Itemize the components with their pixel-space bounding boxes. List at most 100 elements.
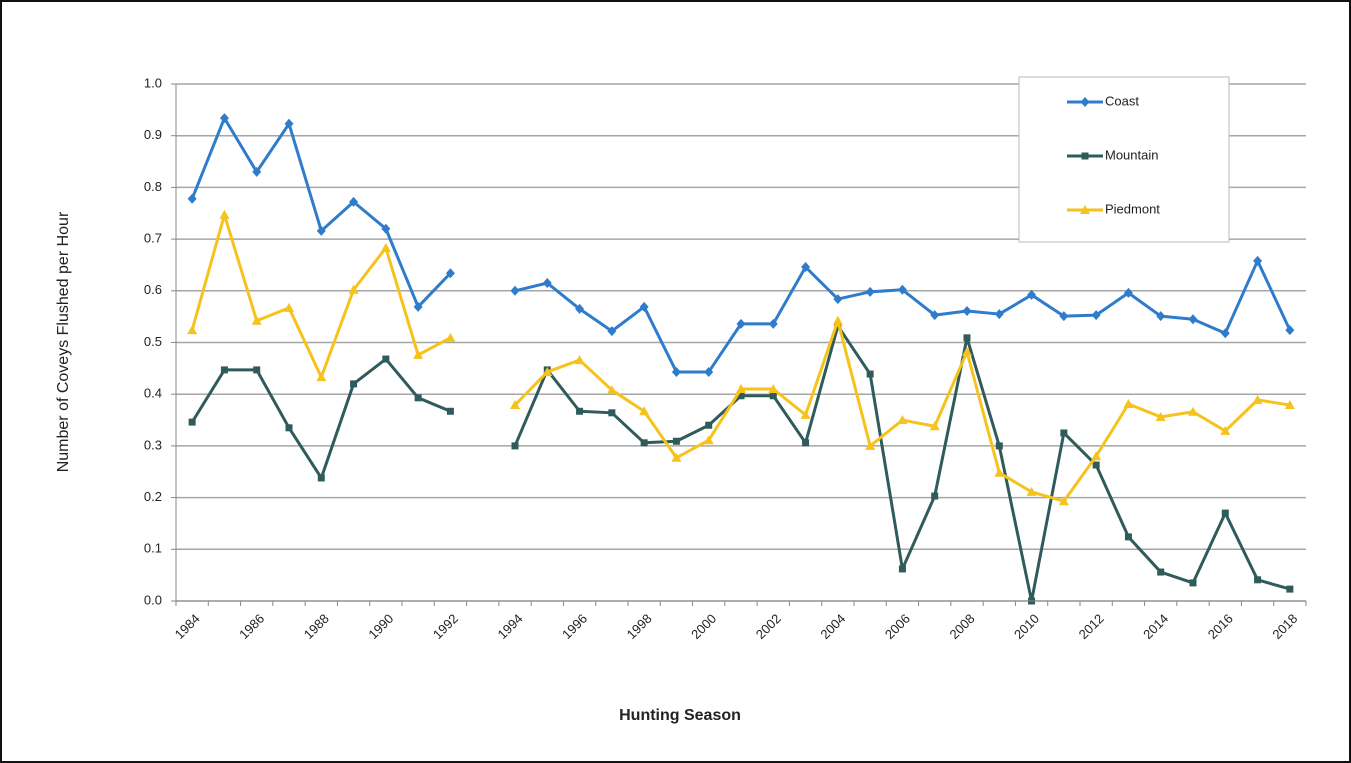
point bbox=[414, 394, 422, 402]
point bbox=[736, 384, 746, 394]
point bbox=[188, 418, 196, 426]
point bbox=[703, 435, 714, 445]
point bbox=[1123, 287, 1133, 298]
point bbox=[575, 303, 585, 314]
point bbox=[930, 310, 940, 321]
point bbox=[1092, 461, 1100, 469]
point bbox=[1156, 311, 1166, 322]
point bbox=[639, 406, 650, 416]
point bbox=[285, 424, 293, 432]
point bbox=[1157, 568, 1165, 576]
point bbox=[511, 442, 519, 450]
point bbox=[1123, 399, 1134, 409]
point bbox=[316, 225, 326, 236]
point bbox=[898, 565, 906, 573]
point bbox=[704, 366, 714, 377]
point bbox=[1286, 585, 1294, 593]
point bbox=[1058, 496, 1069, 506]
point bbox=[1188, 314, 1198, 325]
point bbox=[865, 286, 875, 297]
point bbox=[253, 366, 261, 374]
point bbox=[1080, 205, 1090, 214]
point bbox=[574, 355, 585, 365]
point bbox=[1081, 152, 1089, 160]
point bbox=[413, 349, 424, 359]
y-tick-label: 0.0 bbox=[144, 592, 162, 607]
point bbox=[316, 372, 327, 382]
point bbox=[252, 166, 262, 177]
point bbox=[671, 366, 681, 377]
point bbox=[1026, 486, 1037, 496]
point bbox=[769, 392, 777, 400]
point bbox=[381, 223, 391, 234]
point bbox=[220, 366, 228, 374]
point bbox=[251, 315, 262, 325]
point bbox=[1252, 394, 1263, 404]
point bbox=[833, 294, 843, 305]
point bbox=[350, 380, 358, 388]
y-tick-label: 0.4 bbox=[144, 386, 162, 401]
point bbox=[284, 118, 294, 129]
point bbox=[576, 407, 584, 415]
point bbox=[445, 268, 455, 279]
legend-box bbox=[1018, 76, 1230, 243]
point bbox=[994, 309, 1004, 320]
point bbox=[866, 370, 874, 378]
point bbox=[1091, 310, 1101, 321]
point bbox=[705, 421, 713, 429]
point bbox=[832, 315, 843, 325]
point bbox=[865, 440, 876, 450]
point bbox=[1060, 429, 1068, 437]
y-tick-label: 0.8 bbox=[144, 179, 162, 194]
point bbox=[219, 209, 230, 219]
y-tick-label: 0.3 bbox=[144, 437, 162, 452]
point bbox=[897, 415, 908, 425]
point bbox=[768, 318, 778, 329]
point bbox=[929, 421, 940, 431]
y-tick-label: 0.1 bbox=[144, 541, 162, 556]
point bbox=[802, 439, 810, 447]
point bbox=[608, 409, 616, 417]
point bbox=[542, 278, 552, 289]
point bbox=[897, 284, 907, 295]
point bbox=[187, 193, 197, 204]
point bbox=[1284, 400, 1295, 410]
point bbox=[382, 355, 390, 363]
point bbox=[736, 318, 746, 329]
point bbox=[284, 302, 294, 312]
y-tick-label: 0.2 bbox=[144, 489, 162, 504]
legend-label: Mountain bbox=[1105, 147, 1158, 162]
legend-label: Piedmont bbox=[1105, 201, 1160, 216]
y-tick-label: 1.0 bbox=[144, 75, 162, 90]
y-tick-label: 0.6 bbox=[144, 282, 162, 297]
point bbox=[639, 301, 649, 312]
point bbox=[607, 326, 617, 337]
point bbox=[606, 385, 617, 395]
point bbox=[348, 284, 359, 294]
x-axis-title: Hunting Season bbox=[619, 707, 741, 724]
point bbox=[349, 196, 359, 207]
y-axis-title: Number of Coveys Flushed per Hour bbox=[55, 211, 72, 472]
point bbox=[1155, 411, 1166, 421]
point bbox=[1080, 97, 1090, 107]
point bbox=[1254, 576, 1262, 584]
point bbox=[1220, 425, 1231, 435]
point bbox=[187, 325, 198, 335]
point bbox=[801, 262, 811, 273]
point bbox=[640, 439, 648, 447]
point bbox=[995, 442, 1003, 450]
legend-label: Coast bbox=[1105, 93, 1139, 108]
point bbox=[994, 467, 1005, 477]
y-tick-label: 0.5 bbox=[144, 334, 162, 349]
point bbox=[542, 366, 553, 376]
point bbox=[445, 332, 456, 342]
point bbox=[962, 346, 972, 356]
point bbox=[1124, 533, 1132, 541]
point bbox=[963, 334, 971, 342]
point bbox=[1091, 451, 1102, 461]
point bbox=[1220, 328, 1230, 339]
point bbox=[317, 474, 325, 482]
point bbox=[768, 384, 779, 394]
point bbox=[1059, 311, 1069, 322]
